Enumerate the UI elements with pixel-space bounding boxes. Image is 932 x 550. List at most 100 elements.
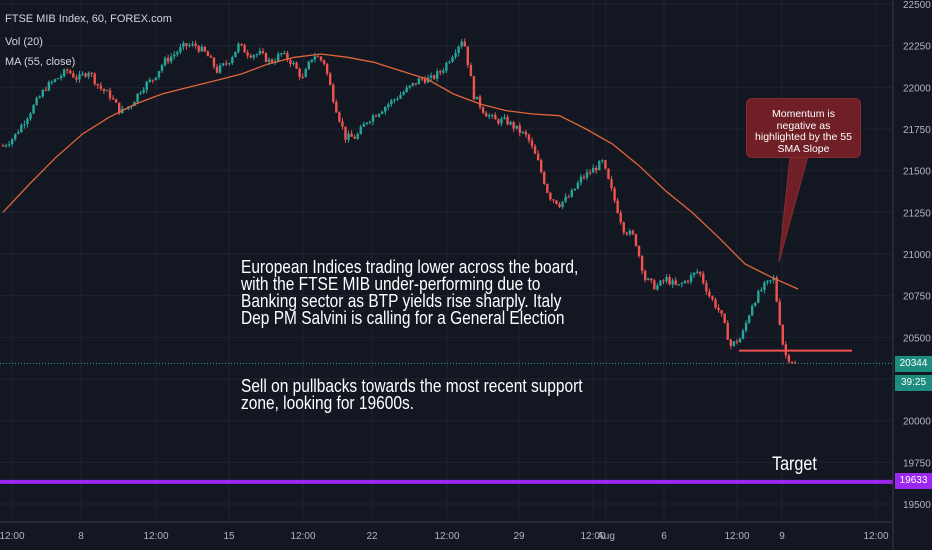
candle-body: [166, 58, 170, 62]
candle-body: [533, 146, 537, 154]
y-tick-label: 20500: [903, 333, 931, 344]
candle-body: [384, 107, 387, 112]
candle-body: [530, 140, 534, 147]
candle-body: [692, 272, 696, 276]
candle-body: [448, 61, 451, 63]
candle-body: [763, 282, 766, 290]
candle-body: [185, 43, 188, 47]
candle-body: [194, 43, 197, 47]
candle-body: [647, 278, 650, 281]
candle-body: [191, 43, 194, 46]
candle-body: [411, 83, 414, 86]
candle-body: [790, 361, 794, 363]
trade-idea-text: Sell on pullbacks towards the most recen…: [241, 376, 583, 413]
candle-body: [625, 232, 629, 235]
candle-body: [206, 51, 210, 57]
candle-body: [246, 52, 249, 56]
candle-body: [702, 273, 705, 283]
candle-body: [169, 56, 173, 62]
candle-body: [607, 168, 610, 180]
candle-body: [643, 270, 647, 281]
candle-body: [69, 70, 72, 74]
candle-body: [491, 114, 494, 116]
volume-indicator-label: Vol (20): [5, 36, 43, 48]
candle-body: [114, 99, 118, 103]
candle-body: [460, 41, 463, 47]
candle-body: [472, 76, 476, 100]
callout-pointer: [778, 155, 809, 263]
candle-body: [665, 277, 668, 282]
chart-symbol-title: FTSE MIB Index, 60, FOREX.com: [5, 13, 172, 25]
candle-body: [469, 65, 473, 77]
candle-body: [62, 69, 66, 77]
candle-body: [497, 119, 500, 124]
candle-body: [420, 78, 424, 80]
candle-body: [145, 81, 148, 90]
candle-body: [75, 77, 78, 80]
x-tick-label: 12:00: [290, 531, 315, 542]
candle-body: [240, 43, 243, 46]
candle-body: [393, 99, 396, 101]
candle-body: [564, 196, 567, 202]
candle-body: [439, 71, 442, 73]
candle-body: [96, 83, 99, 86]
y-tick-label: 19750: [903, 458, 931, 469]
candle-body: [319, 56, 323, 61]
candle-body: [628, 230, 632, 235]
candle-body: [744, 322, 748, 331]
candle-body: [307, 61, 310, 70]
candle-body: [368, 121, 372, 123]
candle-body: [108, 90, 112, 99]
candle-body: [111, 98, 115, 100]
candle-body: [778, 301, 781, 325]
candle-body: [203, 46, 207, 52]
candle-body: [775, 277, 778, 302]
candle-body: [182, 43, 185, 48]
candlestick-series: [1, 38, 797, 365]
candle-body: [105, 90, 109, 92]
candle-body: [93, 73, 96, 84]
candle-body: [637, 246, 641, 256]
candle-body: [332, 84, 335, 102]
candle-body: [622, 222, 625, 233]
y-tick-label: 21500: [903, 167, 931, 178]
candle-body: [396, 98, 399, 100]
candle-body: [656, 285, 659, 290]
candle-body: [668, 277, 671, 285]
candle-body: [47, 82, 51, 91]
candle-body: [659, 280, 662, 286]
x-tick-label: 29: [513, 531, 525, 542]
candle-body: [328, 73, 332, 85]
candle-body: [350, 133, 353, 137]
candle-body: [362, 124, 366, 127]
candle-body: [277, 54, 280, 62]
candle-body: [757, 291, 760, 303]
candle-body: [228, 63, 231, 65]
candle-body: [766, 280, 769, 283]
candle-body: [72, 73, 75, 78]
candle-body: [338, 112, 341, 122]
candle-body: [686, 280, 690, 282]
candle-body: [484, 112, 488, 117]
candle-body: [555, 200, 558, 205]
candle-body: [23, 124, 26, 126]
countdown-badge: 39:25: [895, 375, 932, 391]
candle-body: [699, 271, 702, 274]
candle-body: [787, 355, 791, 362]
x-tick-label: 6: [661, 531, 667, 542]
candle-body: [726, 323, 729, 340]
candle-body: [451, 57, 454, 62]
candle-body: [316, 56, 320, 58]
x-tick-label: 12:00: [580, 531, 605, 542]
candle-body: [760, 289, 763, 292]
candle-body: [17, 132, 20, 134]
x-tick-label: 9: [779, 531, 785, 542]
candle-body: [512, 122, 515, 129]
candle-body: [509, 122, 512, 125]
candle-body: [552, 199, 555, 201]
candle-body: [781, 324, 784, 345]
candle-body: [466, 46, 470, 66]
candle-body: [173, 54, 176, 57]
candle-body: [66, 69, 69, 71]
